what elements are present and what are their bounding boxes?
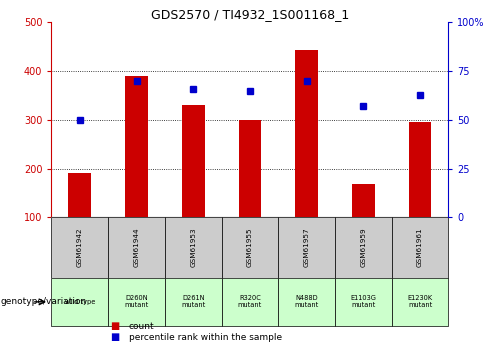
Text: GSM61957: GSM61957 [304, 228, 310, 267]
Text: GSM61944: GSM61944 [133, 228, 140, 267]
Text: count: count [129, 322, 154, 331]
FancyBboxPatch shape [335, 217, 392, 278]
Text: GSM61959: GSM61959 [360, 228, 367, 267]
Text: D261N
mutant: D261N mutant [181, 295, 205, 308]
Text: genotype/variation: genotype/variation [0, 297, 87, 306]
Bar [239, 120, 261, 217]
Text: D260N
mutant: D260N mutant [124, 295, 148, 308]
FancyBboxPatch shape [221, 217, 278, 278]
FancyBboxPatch shape [165, 217, 221, 278]
Text: GSM61955: GSM61955 [247, 228, 253, 267]
Title: GDS2570 / TI4932_1S001168_1: GDS2570 / TI4932_1S001168_1 [151, 8, 349, 21]
Text: R320C
mutant: R320C mutant [238, 295, 262, 308]
Bar [125, 76, 148, 217]
FancyBboxPatch shape [108, 278, 165, 326]
FancyBboxPatch shape [165, 278, 221, 326]
Text: GSM61953: GSM61953 [190, 228, 196, 267]
Text: N488D
mutant: N488D mutant [294, 295, 319, 308]
FancyBboxPatch shape [51, 278, 108, 326]
Text: E1103G
mutant: E1103G mutant [350, 295, 376, 308]
FancyBboxPatch shape [335, 278, 392, 326]
Bar [69, 174, 91, 217]
Text: percentile rank within the sample: percentile rank within the sample [129, 333, 282, 342]
FancyBboxPatch shape [392, 217, 448, 278]
FancyBboxPatch shape [51, 217, 108, 278]
Text: wild type: wild type [65, 299, 95, 305]
Text: ■: ■ [110, 321, 120, 331]
FancyBboxPatch shape [278, 217, 335, 278]
Text: E1230K
mutant: E1230K mutant [408, 295, 433, 308]
Bar [409, 122, 431, 217]
Bar [182, 105, 204, 217]
Text: GSM61961: GSM61961 [417, 228, 423, 267]
Bar [295, 50, 318, 217]
FancyBboxPatch shape [221, 278, 278, 326]
Text: GSM61942: GSM61942 [77, 228, 83, 267]
Bar [352, 184, 375, 217]
Text: ■: ■ [110, 332, 120, 342]
FancyBboxPatch shape [278, 278, 335, 326]
FancyBboxPatch shape [108, 217, 165, 278]
FancyBboxPatch shape [392, 278, 448, 326]
